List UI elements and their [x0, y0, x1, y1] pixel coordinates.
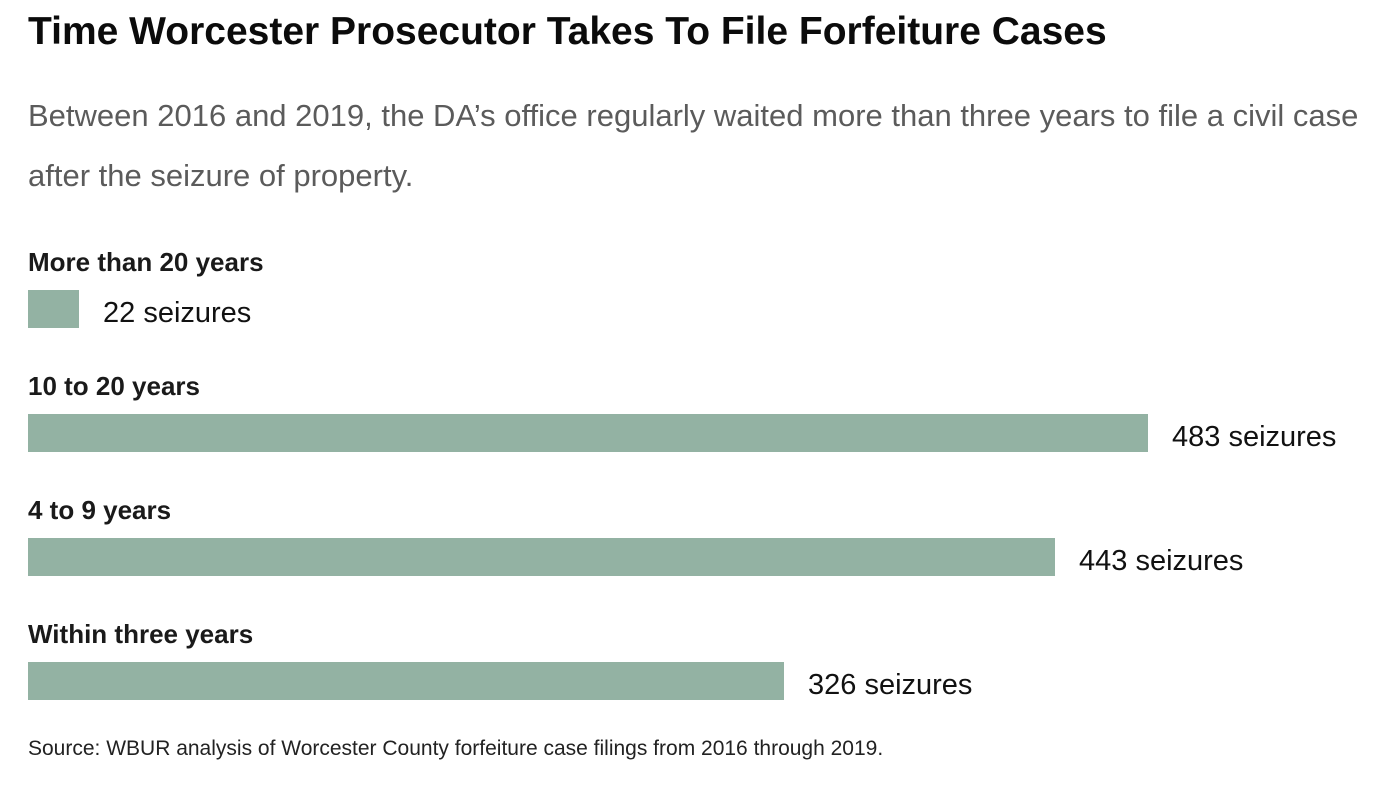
category-label: 4 to 9 years [28, 495, 172, 525]
bar-row: 4 to 9 years 443 seizures [28, 488, 1368, 598]
chart-subtitle: Between 2016 and 2019, the DA’s office r… [28, 98, 1359, 193]
value-label: 326 seizures [808, 669, 973, 701]
value-label: 443 seizures [1079, 545, 1244, 577]
category-label: Within three years [28, 619, 254, 649]
chart-title: Time Worcester Prosecutor Takes To File … [28, 10, 1107, 53]
bar-chart: More than 20 years 22 seizures 10 to 20 ye… [28, 240, 1368, 710]
value-label: 22 seizures [103, 297, 252, 329]
category-label: 10 to 20 years [28, 371, 201, 401]
bar [28, 662, 784, 700]
bar [28, 290, 79, 328]
source-note: Source: WBUR analysis of Worcester Count… [28, 737, 884, 760]
bar-row: Within three years 326 seizures [28, 612, 1368, 722]
category-label: More than 20 years [28, 247, 264, 277]
bar [28, 414, 1148, 452]
bar-row: 10 to 20 years 483 seizures [28, 364, 1368, 474]
bar-row: More than 20 years 22 seizures [28, 240, 1368, 350]
value-label: 483 seizures [1172, 421, 1337, 453]
bar [28, 538, 1055, 576]
